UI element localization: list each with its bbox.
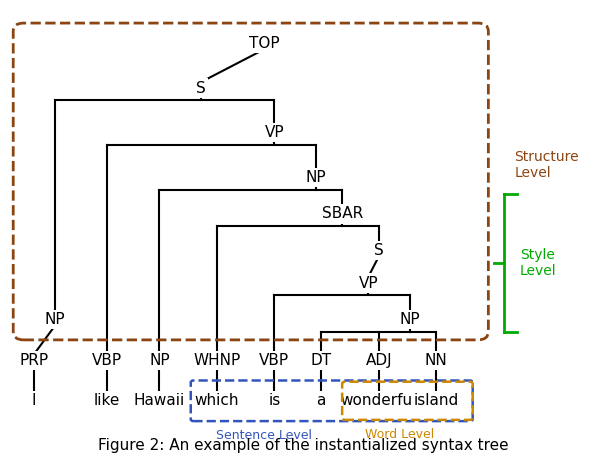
Text: VP: VP xyxy=(359,276,378,291)
Text: PRP: PRP xyxy=(19,353,48,368)
Text: Hawaii: Hawaii xyxy=(134,393,185,408)
Text: like: like xyxy=(94,393,121,408)
Text: S: S xyxy=(196,80,206,96)
Text: Style
Level: Style Level xyxy=(520,247,556,278)
Text: SBAR: SBAR xyxy=(322,207,363,222)
Text: NP: NP xyxy=(400,312,421,327)
Text: Figure 2: An example of the instantialized syntax tree: Figure 2: An example of the instantializ… xyxy=(98,438,508,453)
Text: VBP: VBP xyxy=(259,353,289,368)
Text: WHNP: WHNP xyxy=(193,353,241,368)
Text: NN: NN xyxy=(425,353,447,368)
Text: VBP: VBP xyxy=(92,353,122,368)
Text: is: is xyxy=(268,393,281,408)
Text: DT: DT xyxy=(311,353,332,368)
Text: a: a xyxy=(316,393,326,408)
Text: ADJ: ADJ xyxy=(365,353,392,368)
Text: S: S xyxy=(374,243,384,258)
Text: wonderful: wonderful xyxy=(341,393,417,408)
Text: Sentence Level: Sentence Level xyxy=(216,429,312,442)
Text: I: I xyxy=(32,393,36,408)
Text: which: which xyxy=(195,393,239,408)
Text: Word Level: Word Level xyxy=(365,428,435,441)
Text: NP: NP xyxy=(45,312,65,327)
Text: NP: NP xyxy=(149,353,170,368)
Text: NP: NP xyxy=(306,170,327,185)
Text: Structure
Level: Structure Level xyxy=(514,150,579,180)
Text: island: island xyxy=(413,393,459,408)
Text: TOP: TOP xyxy=(248,36,279,51)
Text: VP: VP xyxy=(264,125,284,140)
